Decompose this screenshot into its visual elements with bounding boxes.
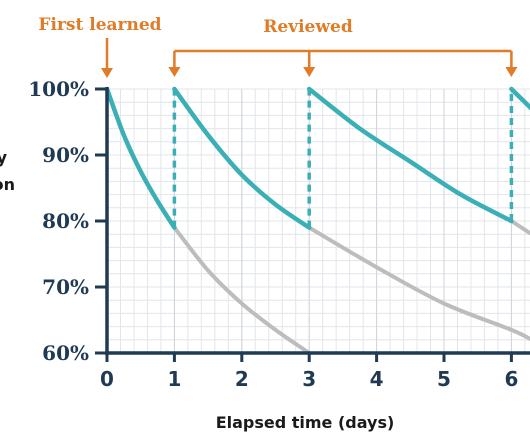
retention-curve-3 — [509, 86, 530, 111]
x-tick-label: 6 — [504, 367, 518, 391]
x-tick-label: 5 — [437, 367, 451, 391]
reviewed-arrowhead — [505, 67, 518, 77]
first-learned-label: First learned — [38, 15, 161, 35]
axes — [95, 87, 530, 362]
y-tick-label: 80% — [42, 209, 89, 233]
tick-labels: 60% 70% 80% 90% 100% 0 1 2 3 4 5 6 — [28, 77, 518, 391]
y-tick-label: 60% — [42, 341, 89, 365]
decay-curve-5 — [307, 225, 530, 342]
x-tick-label: 4 — [370, 367, 384, 391]
x-tick-label: 3 — [302, 367, 316, 391]
reviewed-arrowhead — [303, 67, 316, 77]
first-learned-arrowhead — [101, 68, 113, 78]
review-lines — [172, 89, 514, 228]
reviewed-arrowhead — [168, 67, 181, 77]
decay-lines — [172, 219, 530, 355]
retention-curve-1 — [172, 86, 312, 230]
y-axis-title-fragment-top: y — [0, 148, 8, 167]
x-tick-label: 1 — [167, 367, 181, 391]
retention-curve-2 — [306, 86, 514, 224]
y-tick-label: 70% — [42, 275, 89, 299]
x-tick-label: 0 — [100, 367, 114, 391]
y-tick-label: 100% — [28, 77, 89, 101]
x-axis-title: Elapsed time (days) — [216, 413, 395, 432]
y-axis-title-fragment-bottom: on — [0, 175, 15, 194]
decay-curve-6 — [509, 219, 530, 236]
x-tick-label: 2 — [235, 367, 249, 391]
decay-curve-4 — [172, 225, 312, 355]
retention-curve-0 — [104, 86, 177, 230]
retention-lines — [104, 86, 530, 230]
reviewed-label: Reviewed — [263, 17, 353, 37]
annotations: First learned Reviewed — [38, 15, 518, 78]
y-tick-label: 90% — [42, 143, 89, 167]
grid — [107, 88, 530, 354]
